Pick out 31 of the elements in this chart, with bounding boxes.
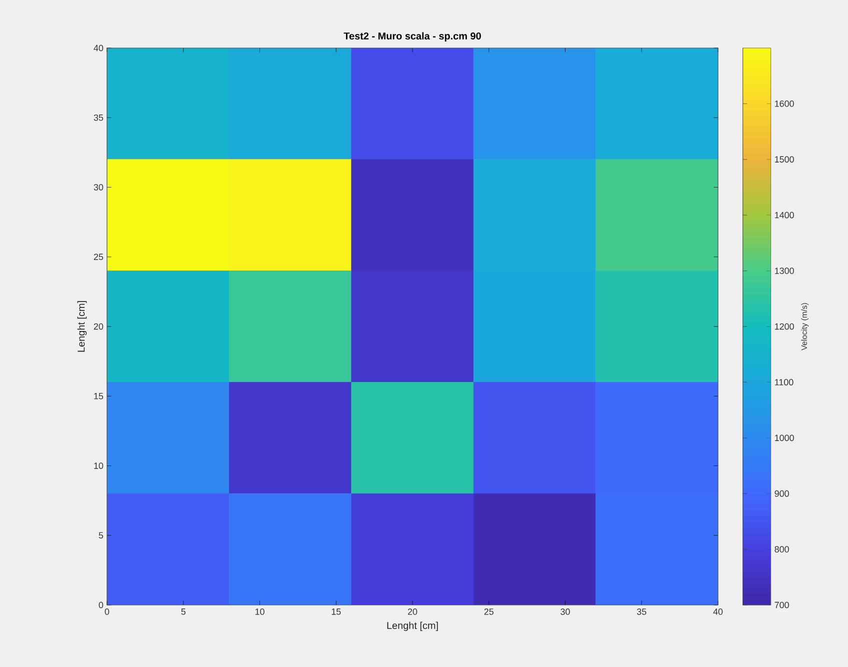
y-tick-label: 15 bbox=[94, 392, 104, 400]
color-bar-label: 1000 bbox=[775, 434, 794, 442]
y-tick-label: 25 bbox=[94, 254, 104, 260]
color-bar-label: 1400 bbox=[775, 212, 794, 218]
y-tick-label: 20 bbox=[94, 323, 104, 330]
x-tick-label: 25 bbox=[484, 608, 494, 615]
x-tick-label: 5 bbox=[181, 608, 186, 615]
color-bar-label: 1100 bbox=[775, 379, 794, 386]
color-bar-label: 900 bbox=[774, 490, 789, 497]
x-axis-title: Lenght [cm] bbox=[387, 622, 438, 631]
color-bar-label: 800 bbox=[774, 546, 789, 552]
x-tick-label: 35 bbox=[636, 608, 646, 615]
y-tick-label: 35 bbox=[94, 114, 104, 121]
x-tick-label: 10 bbox=[255, 608, 264, 615]
y-tick-label: 30 bbox=[94, 184, 104, 190]
color-bar-label: 1500 bbox=[775, 156, 794, 163]
y-axis-title: Lenght [cm] bbox=[77, 301, 87, 352]
y-tick-label: 40 bbox=[94, 44, 104, 52]
x-tick-label: 30 bbox=[560, 608, 570, 615]
color-bar-label: 1300 bbox=[775, 268, 794, 274]
color-bar-label: 700 bbox=[774, 602, 789, 608]
y-tick-label: 10 bbox=[94, 462, 104, 469]
y-tick-label: 0 bbox=[98, 602, 104, 608]
x-tick-label: 20 bbox=[408, 608, 418, 615]
color-bar-label: 1600 bbox=[775, 100, 794, 107]
chart-title: Test2 - Muro scala - sp.cm 90 bbox=[344, 32, 481, 42]
y-tick-label: 5 bbox=[98, 532, 104, 539]
x-tick-label: 0 bbox=[104, 608, 110, 615]
x-tick-label: 15 bbox=[332, 608, 341, 615]
x-tick-label: 40 bbox=[713, 608, 723, 615]
color-bar-label: 1200 bbox=[775, 323, 794, 330]
